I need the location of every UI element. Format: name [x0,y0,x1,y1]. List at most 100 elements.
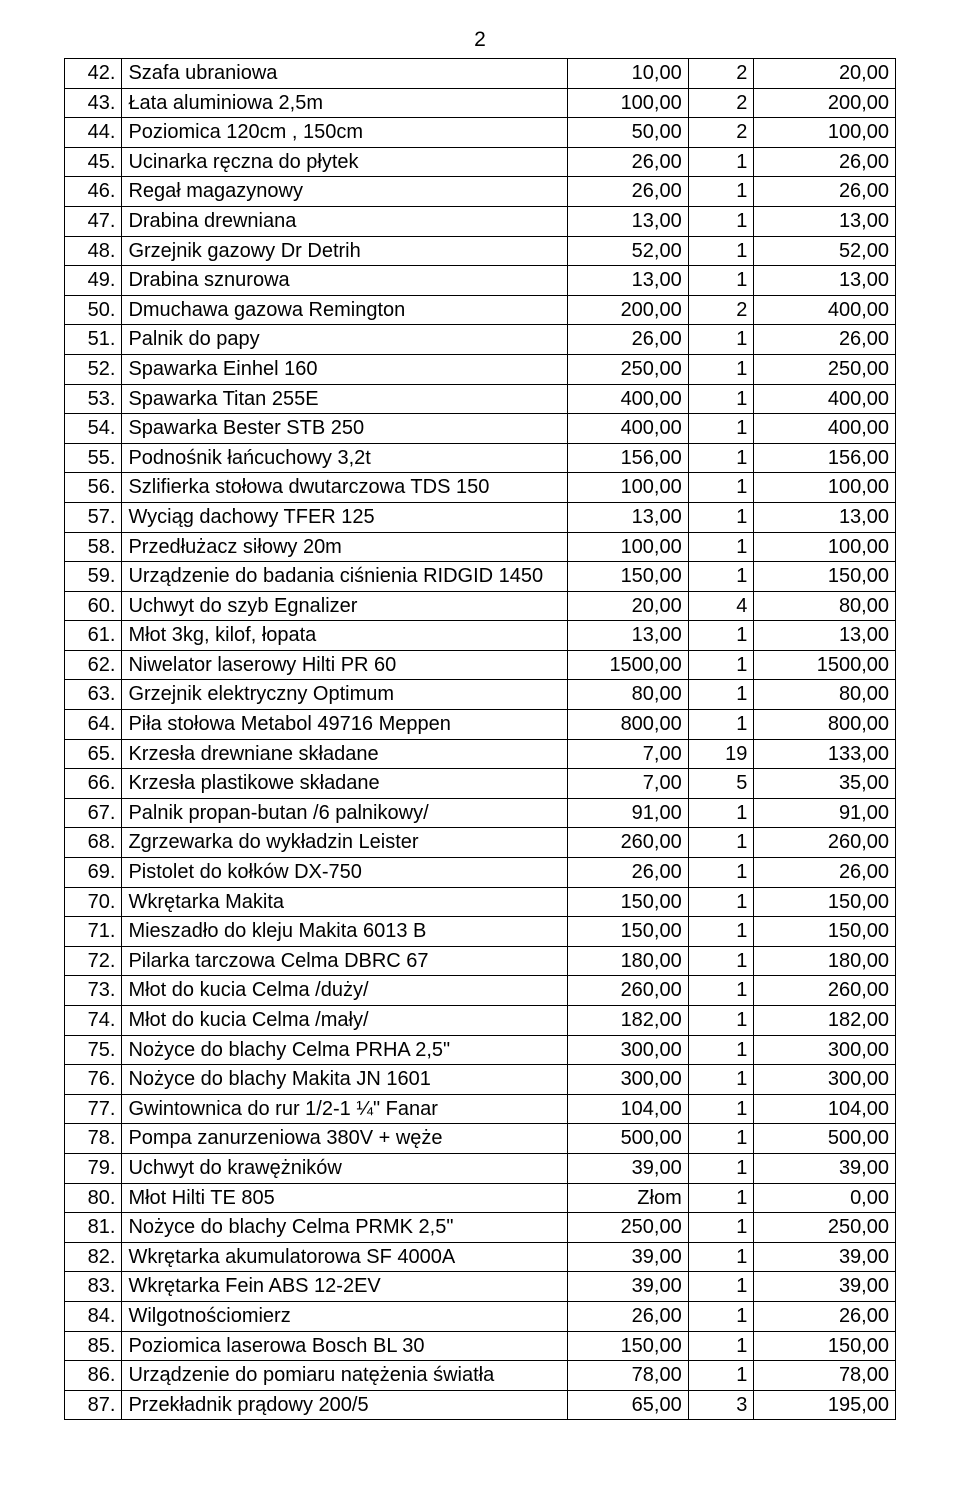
cell-total: 800,00 [754,710,896,740]
cell-price: 100,00 [567,473,688,503]
cell-number: 79. [65,1153,122,1183]
cell-number: 67. [65,798,122,828]
cell-qty: 1 [688,1183,754,1213]
cell-total: 26,00 [754,147,896,177]
cell-name: Zgrzewarka do wykładzin Leister [122,828,567,858]
cell-name: Pilarka tarczowa Celma DBRC 67 [122,946,567,976]
cell-total: 26,00 [754,1301,896,1331]
table-row: 85.Poziomica laserowa Bosch BL 30150,001… [65,1331,896,1361]
table-row: 48.Grzejnik gazowy Dr Detrih52,00152,00 [65,236,896,266]
cell-name: Młot do kucia Celma /mały/ [122,1006,567,1036]
cell-qty: 1 [688,976,754,1006]
cell-qty: 1 [688,1272,754,1302]
cell-total: 80,00 [754,680,896,710]
cell-qty: 2 [688,59,754,89]
cell-number: 59. [65,562,122,592]
cell-total: 26,00 [754,325,896,355]
table-row: 57.Wyciąg dachowy TFER 12513,00113,00 [65,502,896,532]
cell-qty: 2 [688,295,754,325]
cell-price: 52,00 [567,236,688,266]
cell-name: Przedłużacz siłowy 20m [122,532,567,562]
cell-name: Gwintownica do rur 1/2-1 ¼" Fanar [122,1094,567,1124]
cell-qty: 1 [688,354,754,384]
cell-total: 20,00 [754,59,896,89]
cell-number: 85. [65,1331,122,1361]
cell-name: Wilgotnościomierz [122,1301,567,1331]
cell-qty: 3 [688,1390,754,1420]
cell-number: 61. [65,621,122,651]
cell-total: 250,00 [754,1213,896,1243]
table-row: 52.Spawarka Einhel 160250,001250,00 [65,354,896,384]
cell-name: Piła stołowa Metabol 49716 Meppen [122,710,567,740]
table-row: 68.Zgrzewarka do wykładzin Leister260,00… [65,828,896,858]
cell-name: Uchwyt do krawężników [122,1153,567,1183]
cell-qty: 1 [688,946,754,976]
cell-name: Nożyce do blachy Celma PRMK 2,5" [122,1213,567,1243]
cell-total: 80,00 [754,591,896,621]
cell-qty: 1 [688,384,754,414]
cell-total: 100,00 [754,532,896,562]
cell-number: 75. [65,1035,122,1065]
cell-name: Ucinarka ręczna do płytek [122,147,567,177]
table-row: 64.Piła stołowa Metabol 49716 Meppen800,… [65,710,896,740]
cell-name: Drabina drewniana [122,206,567,236]
cell-qty: 1 [688,1065,754,1095]
table-row: 81.Nożyce do blachy Celma PRMK 2,5" 250,0… [65,1213,896,1243]
cell-price: 104,00 [567,1094,688,1124]
cell-total: 100,00 [754,118,896,148]
cell-name: Mieszadło do kleju Makita 6013 B [122,917,567,947]
cell-name: Podnośnik łańcuchowy 3,2t [122,443,567,473]
cell-name: Spawarka Titan 255E [122,384,567,414]
cell-name: Urządzenie do badania ciśnienia RIDGID 1… [122,562,567,592]
table-row: 42.Szafa ubraniowa10,00220,00 [65,59,896,89]
cell-price: 200,00 [567,295,688,325]
cell-number: 52. [65,354,122,384]
cell-number: 87. [65,1390,122,1420]
cell-price: 150,00 [567,562,688,592]
cell-price: 10,00 [567,59,688,89]
cell-total: 52,00 [754,236,896,266]
cell-price: 26,00 [567,858,688,888]
table-row: 45.Ucinarka ręczna do płytek26,00126,00 [65,147,896,177]
cell-number: 64. [65,710,122,740]
cell-price: 180,00 [567,946,688,976]
cell-number: 53. [65,384,122,414]
cell-number: 80. [65,1183,122,1213]
cell-total: 78,00 [754,1361,896,1391]
cell-name: Młot do kucia Celma /duży/ [122,976,567,1006]
cell-total: 250,00 [754,354,896,384]
cell-total: 13,00 [754,621,896,651]
cell-price: 39,00 [567,1153,688,1183]
table-row: 62.Niwelator laserowy Hilti PR 601500,00… [65,650,896,680]
cell-price: 13,00 [567,206,688,236]
cell-price: 300,00 [567,1035,688,1065]
cell-qty: 1 [688,562,754,592]
cell-name: Poziomica laserowa Bosch BL 30 [122,1331,567,1361]
table-row: 87.Przekładnik prądowy 200/565,003195,00 [65,1390,896,1420]
cell-price: 78,00 [567,1361,688,1391]
cell-name: Przekładnik prądowy 200/5 [122,1390,567,1420]
cell-qty: 1 [688,177,754,207]
cell-price: 800,00 [567,710,688,740]
cell-total: 400,00 [754,384,896,414]
cell-price: 39,00 [567,1272,688,1302]
table-row: 55.Podnośnik łańcuchowy 3,2t156,001156,0… [65,443,896,473]
cell-name: Wyciąg dachowy TFER 125 [122,502,567,532]
cell-total: 180,00 [754,946,896,976]
cell-price: 26,00 [567,147,688,177]
cell-price: 13,00 [567,621,688,651]
cell-name: Szafa ubraniowa [122,59,567,89]
cell-number: 58. [65,532,122,562]
cell-qty: 1 [688,236,754,266]
table-row: 76.Nożyce do blachy Makita JN 1601300,00… [65,1065,896,1095]
cell-number: 81. [65,1213,122,1243]
cell-qty: 1 [688,858,754,888]
cell-qty: 1 [688,325,754,355]
table-row: 49.Drabina sznurowa13,00113,00 [65,266,896,296]
cell-total: 260,00 [754,828,896,858]
cell-number: 72. [65,946,122,976]
table-row: 50.Dmuchawa gazowa Remington200,002400,0… [65,295,896,325]
table-row: 65.Krzesła drewniane składane7,0019133,0… [65,739,896,769]
table-row: 44.Poziomica 120cm , 150cm50,002100,00 [65,118,896,148]
document-page: 2 42.Szafa ubraniowa10,00220,0043.Łata a… [0,0,960,1485]
